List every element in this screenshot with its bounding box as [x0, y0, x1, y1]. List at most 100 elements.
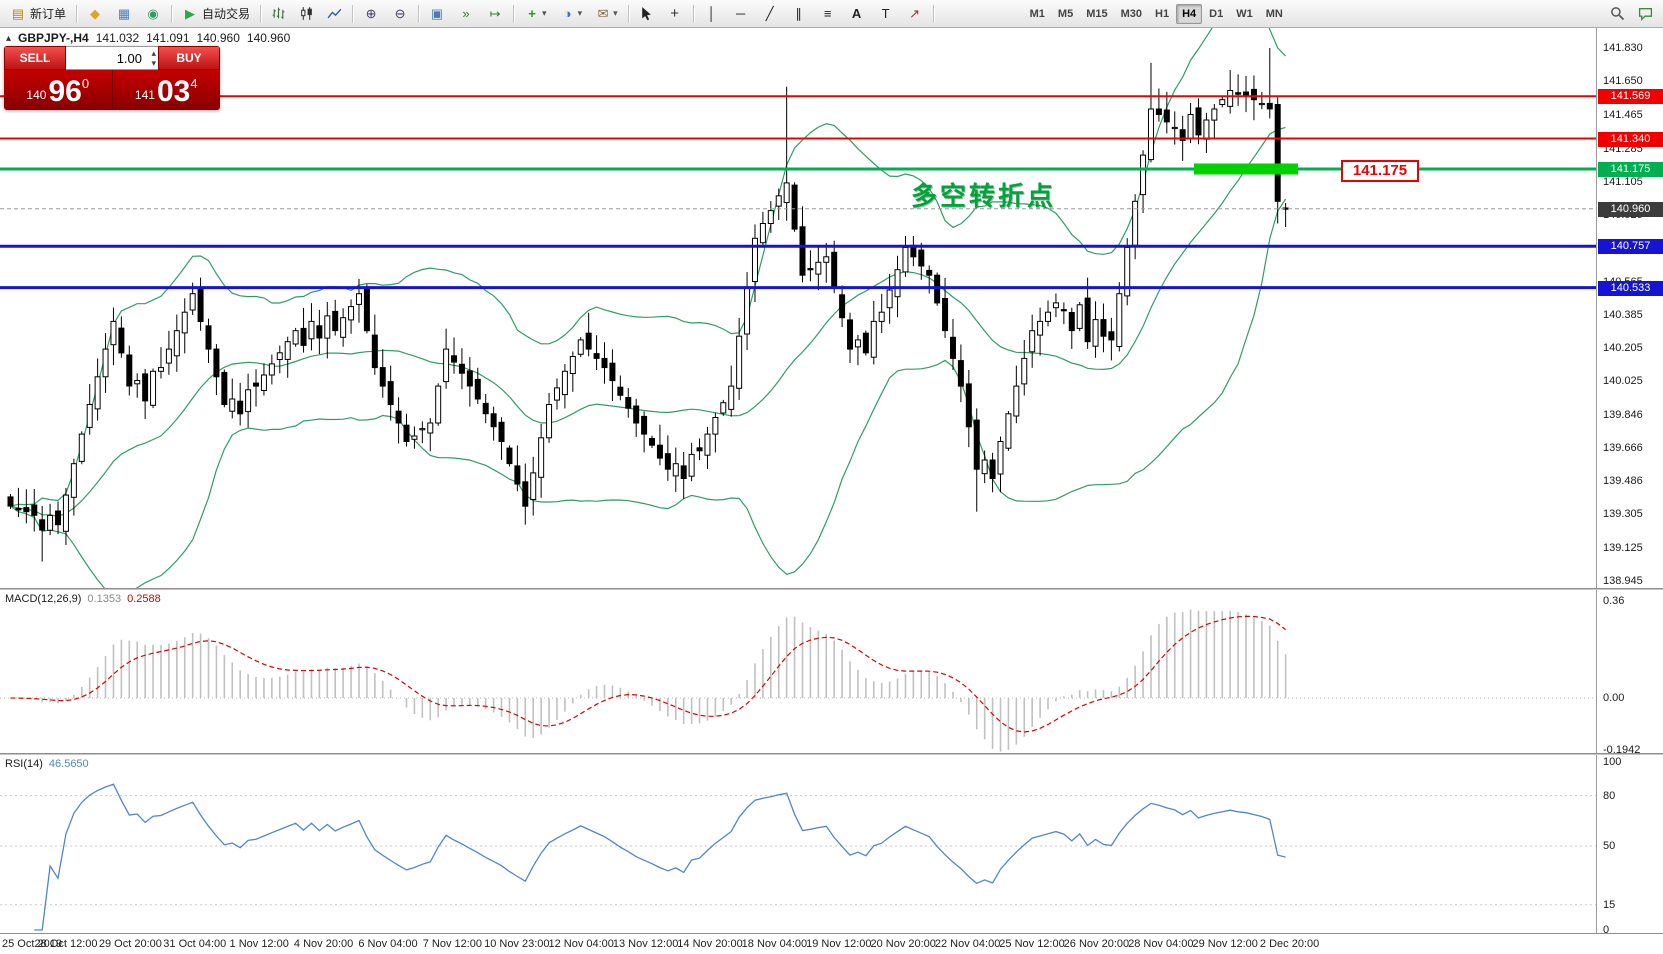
tab-timeframe-m15[interactable]: M15 [1080, 4, 1113, 24]
volume-input[interactable] [66, 47, 158, 69]
tab-timeframe-mn[interactable]: MN [1260, 4, 1289, 24]
horizontal-line-tool-button[interactable]: ─ [727, 3, 755, 25]
tab-timeframe-d1[interactable]: D1 [1203, 4, 1229, 24]
price-scale[interactable]: 141.830141.650141.465141.285141.105140.9… [1596, 28, 1663, 936]
toolbar-separator [513, 4, 515, 23]
buy-price-big: 03 [156, 75, 191, 108]
zoom-out-button[interactable]: ⊖ [386, 3, 414, 25]
price-badge: 141.175 [1598, 162, 1663, 177]
bar-chart-button[interactable] [265, 3, 292, 25]
templates-icon: ✉ [597, 5, 609, 21]
macd-value-signal: 0.2588 [127, 593, 161, 605]
candlestick-chart-button[interactable] [293, 3, 320, 25]
auto-scroll-button[interactable]: » [452, 3, 480, 25]
rsi-layer [0, 783, 1596, 931]
rsi-value: 46.5650 [48, 758, 89, 770]
volume-down-icon[interactable]: ▾ [151, 58, 156, 68]
buy-price-prefix: 141 [134, 88, 155, 102]
cursor-icon [641, 7, 651, 21]
note-text[interactable]: 多空转折点 [911, 181, 1057, 211]
buy-price-sup: 4 [190, 76, 198, 91]
periods-button[interactable]: ◑ ▾ [554, 3, 589, 25]
symbol-label: GBPJPY-,H4 [18, 31, 89, 45]
trendline-tool-button[interactable]: ╱ [756, 3, 784, 25]
toolbar-separator [260, 4, 262, 23]
search-button[interactable] [1604, 3, 1631, 25]
pane-separator[interactable] [0, 753, 1663, 755]
volume-up-icon[interactable]: ▴ [151, 48, 156, 58]
price-scale-label: 139.125 [1603, 541, 1643, 554]
vertical-line-tool-button[interactable]: │ [698, 3, 726, 25]
collapse-panel-icon[interactable]: ▴ [6, 32, 12, 44]
toolbar-separator [418, 4, 420, 23]
new-order-icon: ▤ [11, 5, 25, 21]
price-scale-label: 50 [1603, 840, 1616, 852]
time-axis-label: 26 Nov 20:00 [1063, 938, 1130, 950]
indicators-plus-icon: + [528, 5, 536, 21]
ohlc-low: 140.960 [196, 31, 240, 45]
crosshair-button[interactable]: + [661, 3, 689, 25]
time-axis-label: 28 Oct 12:00 [34, 938, 98, 950]
tile-windows-button[interactable]: ▣ [423, 3, 451, 25]
price-tag-label[interactable]: 141.175 [1341, 160, 1419, 182]
templates-button[interactable]: ✉ ▾ [589, 3, 624, 25]
accounts-button[interactable]: ◆ [81, 3, 109, 25]
tile-windows-icon: ▣ [430, 5, 444, 21]
time-axis[interactable]: 25 Oct 2019 28 Oct 12:00 29 Oct 20:00 31 Oc… [0, 933, 1663, 954]
buy-button[interactable]: BUY [158, 46, 220, 70]
indicators-button[interactable]: + ▾ [518, 3, 553, 25]
arrows-tool-button[interactable]: ↗ [901, 3, 929, 25]
ohlc-open: 141.032 [95, 31, 140, 45]
quote-prices: 140 96 0 141 03 4 [4, 70, 220, 110]
line-chart-button[interactable] [321, 3, 348, 25]
pane-separator[interactable] [0, 588, 1663, 590]
tab-timeframe-h4[interactable]: H4 [1176, 3, 1203, 24]
autotrading-label: 自动交易 [202, 7, 251, 21]
arrows-tool-icon: ↗ [909, 5, 921, 21]
toolbar-separator [171, 4, 173, 23]
bar-chart-icon [272, 7, 285, 19]
chart-shift-button[interactable]: ↦ [481, 3, 509, 25]
highlight-rect[interactable] [1194, 163, 1298, 175]
channel-tool-button[interactable]: ∥ [785, 3, 813, 25]
text-label-tool-button[interactable]: T [872, 3, 900, 25]
zoom-in-button[interactable]: ⊕ [357, 3, 385, 25]
chat-button[interactable] [1632, 3, 1659, 25]
time-axis-label: 18 Nov 04:00 [741, 938, 808, 950]
sell-price-sup: 0 [81, 76, 90, 91]
chat-bubble-icon [1638, 8, 1653, 21]
timeframe-group: M1 M5 M15 M30 H1 H4 D1 W1 MN [1024, 3, 1289, 24]
text-tool-button[interactable]: A [843, 3, 871, 25]
toolbar-separator [76, 4, 78, 23]
tab-time frame-h1[interactable]: H1 [1149, 4, 1175, 24]
price-scale-label: 15 [1603, 898, 1616, 911]
chart-area[interactable] [0, 28, 1663, 954]
globe-icon: ◉ [147, 5, 159, 21]
charts-window-button[interactable]: ▦ [110, 3, 138, 25]
sell-button[interactable]: SELL [4, 46, 66, 70]
main-toolbar: ▤ 新订单 ◆ ▦ ◉ ▶ 自动交易 ⊕ ⊖ ▣ » ↦ + ▾ [0, 0, 1663, 28]
tab-timeframe-m1[interactable]: M1 [1024, 4, 1051, 24]
price-scale-label: 141.105 [1603, 175, 1643, 188]
cursor-button[interactable] [633, 3, 660, 25]
community-button[interactable]: ◉ [139, 3, 167, 25]
chart-shift-icon: ↦ [489, 5, 501, 21]
fibonacci-tool-button[interactable]: ≡ [814, 3, 842, 25]
buy-price: 141 03 4 [113, 70, 221, 110]
tab-timeframe-m30[interactable]: M30 [1115, 4, 1148, 24]
fibonacci-icon: ≡ [823, 5, 832, 21]
text-label-icon: T [881, 5, 890, 21]
tab-timeframe-m5[interactable]: M5 [1052, 4, 1079, 24]
tab-timeframe-w1[interactable]: W1 [1230, 4, 1259, 24]
time-axis-label: 25 Nov 12:00 [999, 938, 1065, 950]
autotrading-button[interactable]: ▶ 自动交易 [176, 3, 256, 25]
toolbar-separator [352, 4, 354, 23]
time-axis-label: 4 Nov 20:00 [293, 938, 354, 950]
candlestick-chart-icon [301, 7, 312, 20]
sell-price: 140 96 0 [4, 70, 112, 110]
new-order-button[interactable]: ▤ 新订单 [4, 3, 72, 25]
macd-signal-line [10, 615, 1286, 733]
time-axis-label: 22 Nov 04:00 [934, 938, 1001, 950]
price-scale-label: 138.945 [1603, 574, 1643, 587]
